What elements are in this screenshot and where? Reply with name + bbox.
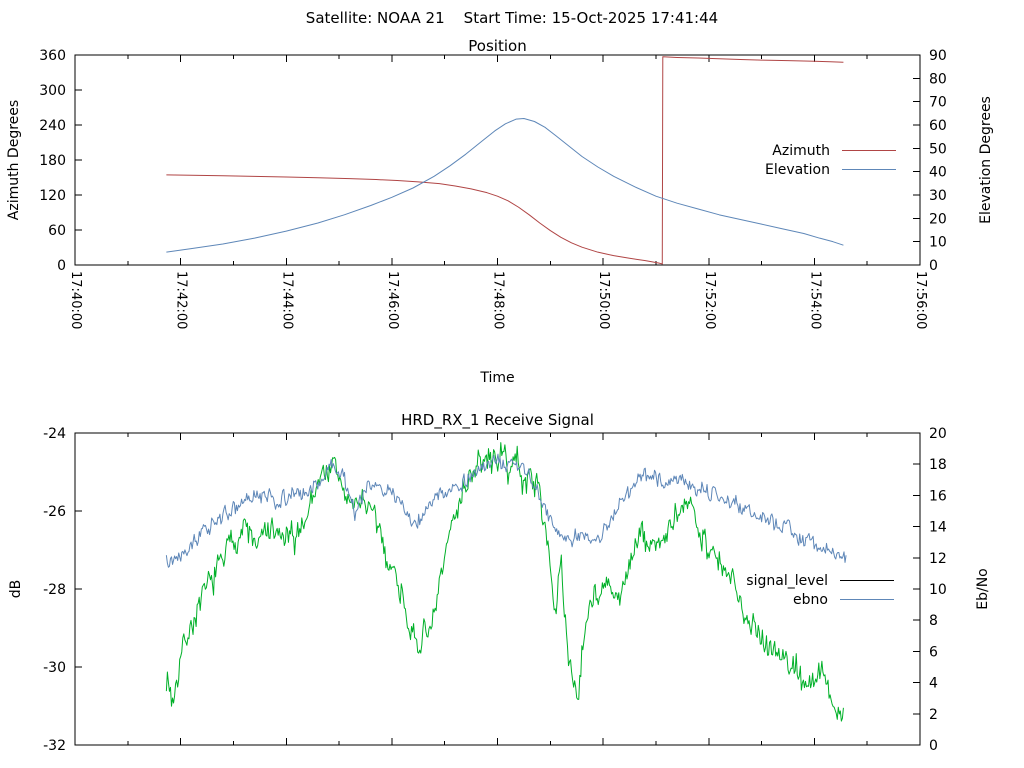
- y2-tick-label: 90: [929, 48, 947, 64]
- ebno-axis-label: Eb/No: [975, 568, 991, 610]
- y-tick-label: 240: [39, 118, 66, 134]
- series-elevation: [166, 117, 844, 253]
- y-tick-label: 300: [39, 83, 66, 99]
- legend-label-signal-level: signal_level: [746, 572, 828, 589]
- y-tick-label: 0: [57, 258, 66, 274]
- y-tick-label: -28: [43, 582, 66, 598]
- db-axis-label: dB: [8, 579, 24, 599]
- y-tick-label: 360: [39, 48, 66, 64]
- y2-tick-label: 10: [929, 582, 947, 598]
- y2-tick-label: 10: [929, 235, 947, 251]
- legend-line-ebno: [840, 599, 894, 600]
- signal-chart-title: HRD_RX_1 Receive Signal: [401, 411, 594, 429]
- azimuth-axis-label: Azimuth Degrees: [6, 99, 22, 221]
- y2-tick-label: 6: [929, 644, 938, 660]
- y2-tick-label: 2: [929, 707, 938, 723]
- y2-tick-label: 12: [929, 551, 947, 567]
- series-azimuth: [166, 56, 844, 265]
- y2-tick-label: 4: [929, 676, 938, 692]
- legend-label-azimuth: Azimuth: [772, 142, 830, 159]
- y2-tick-label: 30: [929, 188, 947, 204]
- position-legend: Azimuth Elevation: [686, 141, 896, 179]
- x-tick-label: 17:50:00: [596, 271, 611, 329]
- legend-item-ebno: ebno: [684, 590, 894, 609]
- x-tick-label: 17:40:00: [68, 271, 83, 329]
- x-tick-label: 17:46:00: [385, 271, 400, 329]
- x-tick-label: 17:54:00: [807, 271, 822, 329]
- x-tick-label: 17:52:00: [702, 271, 717, 329]
- x-tick-label: 17:56:00: [913, 271, 928, 329]
- legend-line-azimuth: [842, 150, 896, 151]
- x-tick-label: 17:44:00: [279, 271, 294, 329]
- y-tick-label: 180: [39, 153, 66, 169]
- legend-line-elevation: [842, 169, 896, 170]
- y-tick-label: 120: [39, 188, 66, 204]
- y2-tick-label: 18: [929, 457, 947, 473]
- elevation-axis-label: Elevation Degrees: [978, 96, 994, 224]
- y2-tick-label: 8: [929, 613, 938, 629]
- y2-tick-label: 80: [929, 71, 947, 87]
- legend-line-signal-level: [840, 580, 894, 581]
- legend-label-elevation: Elevation: [764, 161, 830, 178]
- y-tick-label: -26: [43, 504, 66, 520]
- time-axis-label: Time: [480, 370, 515, 386]
- y-tick-label: -24: [43, 426, 66, 442]
- y2-tick-label: 0: [929, 738, 938, 754]
- y2-tick-label: 20: [929, 426, 947, 442]
- y-tick-label: -32: [43, 738, 66, 754]
- main-title: Satellite: NOAA 21 Start Time: 15-Oct-20…: [305, 9, 719, 27]
- y2-tick-label: 14: [929, 520, 947, 536]
- y2-tick-label: 16: [929, 488, 947, 504]
- series-signal_level: [165, 442, 844, 722]
- y2-tick-label: 50: [929, 141, 947, 157]
- y2-tick-label: 60: [929, 118, 947, 134]
- y-tick-label: 60: [48, 223, 66, 239]
- legend-item-elevation: Elevation: [686, 160, 896, 179]
- x-tick-label: 17:48:00: [491, 271, 506, 329]
- y2-tick-label: 20: [929, 211, 947, 227]
- series-ebno: [165, 453, 847, 568]
- signal-legend: signal_level ebno: [684, 571, 894, 609]
- y-tick-label: -30: [43, 660, 66, 676]
- y2-tick-label: 0: [929, 258, 938, 274]
- legend-item-azimuth: Azimuth: [686, 141, 896, 160]
- y2-tick-label: 40: [929, 165, 947, 181]
- legend-label-ebno: ebno: [793, 591, 828, 608]
- legend-item-signal-level: signal_level: [684, 571, 894, 590]
- y2-tick-label: 70: [929, 95, 947, 111]
- position-chart-title: Position: [468, 37, 527, 55]
- x-tick-label: 17:42:00: [174, 271, 189, 329]
